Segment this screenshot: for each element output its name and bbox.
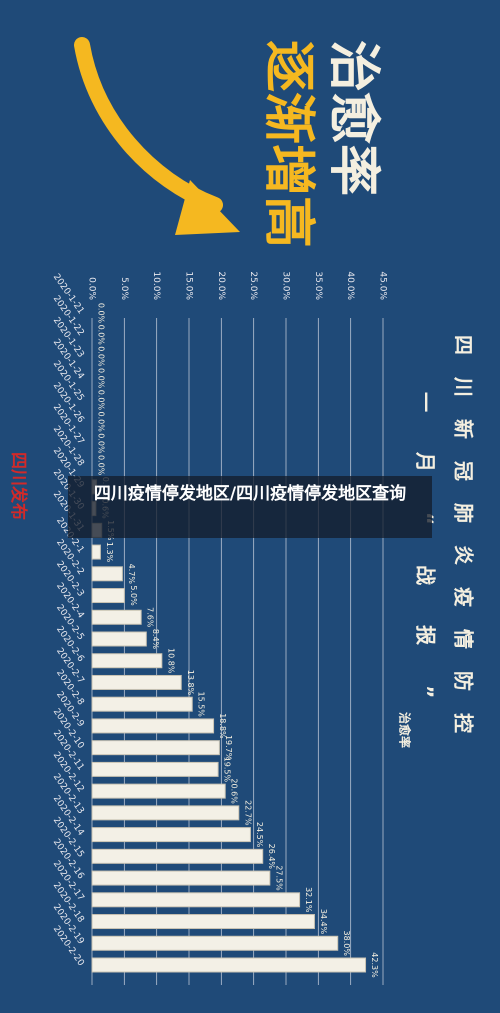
data-label: 42.3%	[370, 952, 379, 978]
data-label: 0.0%	[97, 368, 106, 389]
bar	[91, 870, 271, 886]
headline-1: 治愈率	[323, 40, 383, 196]
data-label: 0.0%	[97, 303, 106, 324]
y-tick-label: 0.0%	[87, 277, 97, 300]
bar	[91, 544, 101, 560]
data-label: 15.5%	[197, 691, 206, 717]
source-logo: 四川发布	[8, 452, 29, 520]
bar	[91, 566, 123, 582]
data-label: 7.6%	[146, 607, 155, 628]
bar	[91, 914, 315, 930]
data-label: 0.0%	[97, 325, 106, 346]
bar	[91, 892, 301, 908]
chart-subtitle: 一月“战报”	[414, 392, 438, 738]
data-label: 20.6%	[230, 778, 239, 804]
y-tick-label: 30.0%	[281, 271, 291, 300]
data-label: 26.4%	[267, 844, 276, 870]
data-label: 4.7%	[127, 564, 136, 585]
legend-label: 治愈率	[398, 712, 413, 748]
data-label: 22.7%	[243, 800, 252, 826]
headline-2: 逐渐增高	[258, 40, 318, 248]
data-label: 34.4%	[319, 909, 328, 935]
bar	[91, 827, 251, 843]
y-tick-label: 25.0%	[248, 271, 258, 300]
data-label: 32.1%	[304, 887, 313, 913]
data-label: 0.0%	[97, 433, 106, 454]
data-label: 27.5%	[274, 865, 283, 891]
data-label: 0.0%	[97, 455, 106, 476]
bar	[91, 935, 339, 951]
data-label: 19.7%	[224, 735, 233, 761]
data-label: 0.0%	[97, 346, 106, 367]
bar	[91, 783, 226, 799]
data-label: 18.8%	[218, 713, 227, 739]
bar	[91, 957, 367, 973]
data-label: 19.5%	[223, 757, 232, 783]
y-tick-label: 40.0%	[345, 271, 355, 300]
bar	[91, 653, 163, 669]
y-tick-label: 35.0%	[313, 271, 323, 300]
bar	[91, 805, 240, 821]
data-label: 13.8%	[186, 670, 195, 696]
data-label: 0.0%	[97, 390, 106, 411]
y-tick-label: 10.0%	[151, 271, 161, 300]
bar	[91, 588, 125, 604]
data-label: 8.4%	[151, 629, 160, 650]
y-tick-label: 5.0%	[119, 277, 129, 300]
bar	[91, 740, 220, 756]
bar	[91, 761, 219, 777]
data-label: 10.8%	[166, 648, 175, 674]
bar	[91, 718, 215, 734]
y-tick-label: 45.0%	[378, 271, 388, 300]
bar	[91, 674, 182, 690]
rotated-chart: 治愈率 逐渐增高 四川新冠肺炎疫情防控 一月“战报” 治愈率 四川发布 0.0%…	[8, 40, 476, 985]
y-tick-label: 15.0%	[184, 271, 194, 300]
bar	[91, 631, 147, 647]
arrow-head	[175, 180, 240, 235]
caption: 四川疫情停发地区/四川疫情停发地区查询	[68, 476, 432, 538]
chart-title: 四川新冠肺炎疫情防控	[452, 335, 476, 755]
data-label: 38.0%	[342, 931, 351, 957]
data-label: 5.0%	[129, 585, 138, 606]
bar	[91, 609, 142, 625]
bar	[91, 848, 264, 864]
bar	[91, 696, 193, 712]
data-label: 24.5%	[255, 822, 264, 848]
data-label: 1.3%	[105, 542, 114, 563]
data-label: 0.0%	[97, 412, 106, 433]
y-tick-label: 20.0%	[216, 271, 226, 300]
